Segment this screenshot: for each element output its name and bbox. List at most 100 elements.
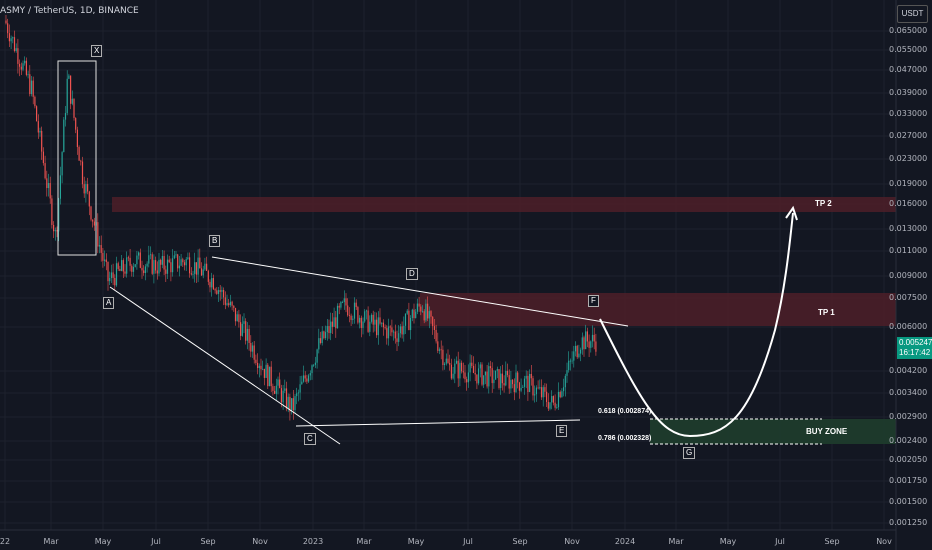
candle-body <box>542 387 544 398</box>
candle-body <box>389 326 391 328</box>
target-zones <box>112 197 896 445</box>
candle-body <box>81 161 84 185</box>
candle-body <box>153 260 155 274</box>
time-tick-label: May <box>407 537 425 546</box>
candle-body <box>163 256 165 270</box>
candle-body <box>450 364 452 379</box>
candle-body <box>80 160 82 162</box>
candle-body <box>523 378 526 387</box>
candle-body <box>64 113 67 120</box>
candle-body <box>415 311 417 319</box>
candle-body <box>12 37 14 39</box>
candle-body <box>138 252 140 256</box>
candle-body <box>302 375 305 382</box>
candle-body <box>267 364 269 387</box>
candle-body <box>282 390 284 403</box>
candle-body <box>427 303 429 319</box>
candle-body <box>581 337 583 350</box>
candle-body <box>391 327 393 333</box>
time-tick-label: 2023 <box>302 537 324 546</box>
candle-body <box>364 311 366 322</box>
candle-body <box>149 254 152 256</box>
candle-body <box>377 317 379 336</box>
candle-body <box>131 265 133 272</box>
candle-body <box>165 269 167 274</box>
candle-body <box>476 374 478 384</box>
candle-body <box>195 262 197 275</box>
candle-body <box>110 272 112 279</box>
candle-body <box>224 297 226 305</box>
countdown-timer: 16:17:42 <box>899 348 931 357</box>
candle-body <box>532 378 534 396</box>
candle-body <box>250 342 252 352</box>
candle-body <box>557 391 560 408</box>
candle-body <box>396 338 398 342</box>
wave-label-g: G <box>683 447 696 459</box>
candle-body <box>304 375 306 379</box>
candle-body <box>8 33 10 42</box>
time-tick-label: 22 <box>0 537 11 546</box>
pattern-lines <box>57 60 798 445</box>
x-box <box>57 60 97 256</box>
candle-body <box>204 263 206 270</box>
candle-body <box>190 273 192 275</box>
candle-body <box>580 349 582 354</box>
price-tick-label: 0.055000 <box>889 45 928 54</box>
candle-body <box>36 106 38 122</box>
candle-body <box>98 245 101 247</box>
candle-body <box>119 268 121 271</box>
candle-body <box>410 317 412 331</box>
candle-body <box>217 290 220 294</box>
currency-button[interactable]: USDT <box>897 5 928 23</box>
candle-body <box>433 326 435 330</box>
candle-body <box>88 191 90 207</box>
candle-body <box>503 383 505 386</box>
candle-body <box>586 331 588 342</box>
candle-body <box>483 375 485 385</box>
price-tick-label: 0.001250 <box>889 518 928 527</box>
base-line <box>295 419 581 427</box>
candle-body <box>296 393 298 397</box>
candle-body <box>481 364 483 385</box>
candle-body <box>122 260 124 272</box>
candle-body <box>435 329 437 342</box>
candle-body <box>13 37 16 51</box>
candle-body <box>321 331 323 344</box>
candle-body <box>299 384 301 393</box>
candle-body <box>457 360 459 379</box>
candle-body <box>552 396 554 403</box>
candle-body <box>117 263 119 269</box>
candle-body <box>496 369 498 371</box>
time-tick-label: Sep <box>200 537 216 546</box>
candle-body <box>518 382 520 391</box>
candle-body <box>517 372 519 383</box>
candle-body <box>513 384 515 393</box>
candle-body <box>527 375 529 392</box>
candle-body <box>280 388 282 403</box>
wave-label-c: C <box>304 433 316 445</box>
wave-label-f: F <box>588 295 599 307</box>
candle-body <box>102 252 104 261</box>
candle-body <box>189 257 191 274</box>
candle-body <box>308 375 310 382</box>
candle-body <box>569 360 571 362</box>
candle-body <box>416 303 418 312</box>
candle-body <box>467 372 469 383</box>
candle-body <box>73 98 75 118</box>
candle-body <box>178 265 180 269</box>
candle-body <box>355 302 357 308</box>
candle-body <box>428 311 430 319</box>
candle-body <box>316 349 318 363</box>
time-tick-label: Mar <box>43 537 59 546</box>
candle-body <box>309 373 311 376</box>
candle-body <box>440 349 442 351</box>
candle-body <box>564 375 566 388</box>
candle-body <box>370 314 373 322</box>
candle-body <box>520 387 522 391</box>
candle-body <box>333 317 335 327</box>
candle-body <box>588 341 590 348</box>
price-tick-label: 0.001750 <box>889 476 928 485</box>
candle-body <box>262 368 264 370</box>
